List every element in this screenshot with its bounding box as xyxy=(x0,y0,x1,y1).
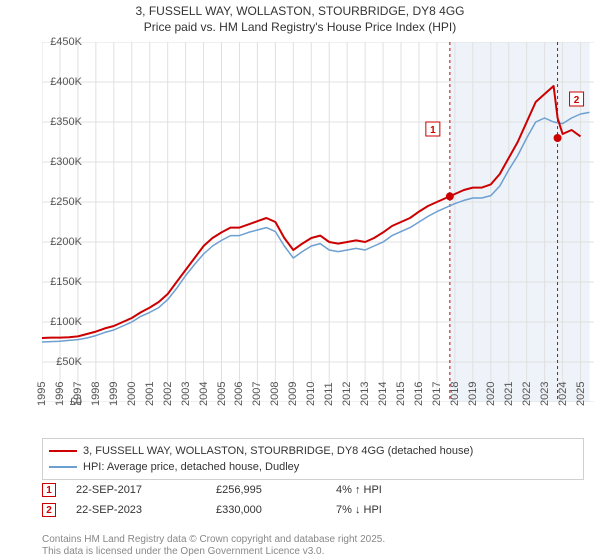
attribution-line-2: This data is licensed under the Open Gov… xyxy=(42,546,324,557)
y-tick-label: £150K xyxy=(42,276,82,288)
marker-id-square: 2 xyxy=(42,503,56,517)
title-line-1: 3, FUSSELL WAY, WOLLASTON, STOURBRIDGE, … xyxy=(136,4,465,18)
y-tick-label: £300K xyxy=(42,156,82,168)
marker-date: 22-SEP-2023 xyxy=(76,504,196,516)
legend-label: 3, FUSSELL WAY, WOLLASTON, STOURBRIDGE, … xyxy=(83,445,473,457)
svg-text:1: 1 xyxy=(430,125,436,136)
marker-row: 2 22-SEP-2023 £330,000 7% ↓ HPI xyxy=(42,500,584,520)
chart-container: 3, FUSSELL WAY, WOLLASTON, STOURBRIDGE, … xyxy=(0,0,600,560)
chart-title: 3, FUSSELL WAY, WOLLASTON, STOURBRIDGE, … xyxy=(0,0,600,35)
marker-id-square: 1 xyxy=(42,483,56,497)
legend-swatch xyxy=(49,466,77,468)
marker-date: 22-SEP-2017 xyxy=(76,484,196,496)
attribution-line-1: Contains HM Land Registry data © Crown c… xyxy=(42,534,385,545)
attribution: Contains HM Land Registry data © Crown c… xyxy=(42,534,584,558)
y-tick-label: £50K xyxy=(42,356,82,368)
y-tick-label: £250K xyxy=(42,196,82,208)
legend-row: 3, FUSSELL WAY, WOLLASTON, STOURBRIDGE, … xyxy=(49,443,577,459)
marker-change: 7% ↓ HPI xyxy=(336,504,382,516)
legend-swatch xyxy=(49,450,77,452)
marker-table: 1 22-SEP-2017 £256,995 4% ↑ HPI 2 22-SEP-2023… xyxy=(42,480,584,520)
legend-row: HPI: Average price, detached house, Dudl… xyxy=(49,459,577,475)
plot-area: 12 £0£50K£100K£150K£200K£250K£300K£350K£… xyxy=(42,42,594,402)
legend: 3, FUSSELL WAY, WOLLASTON, STOURBRIDGE, … xyxy=(42,438,584,480)
y-tick-label: £350K xyxy=(42,116,82,128)
legend-label: HPI: Average price, detached house, Dudl… xyxy=(83,461,299,473)
marker-price: £330,000 xyxy=(216,504,316,516)
y-tick-label: £200K xyxy=(42,236,82,248)
y-tick-label: £100K xyxy=(42,316,82,328)
marker-price: £256,995 xyxy=(216,484,316,496)
y-tick-label: £400K xyxy=(42,76,82,88)
title-line-2: Price paid vs. HM Land Registry's House … xyxy=(144,20,456,34)
marker-change: 4% ↑ HPI xyxy=(336,484,382,496)
marker-row: 1 22-SEP-2017 £256,995 4% ↑ HPI xyxy=(42,480,584,500)
y-tick-label: £450K xyxy=(42,36,82,48)
chart-svg: 12 xyxy=(42,42,594,402)
svg-text:2: 2 xyxy=(574,95,580,106)
